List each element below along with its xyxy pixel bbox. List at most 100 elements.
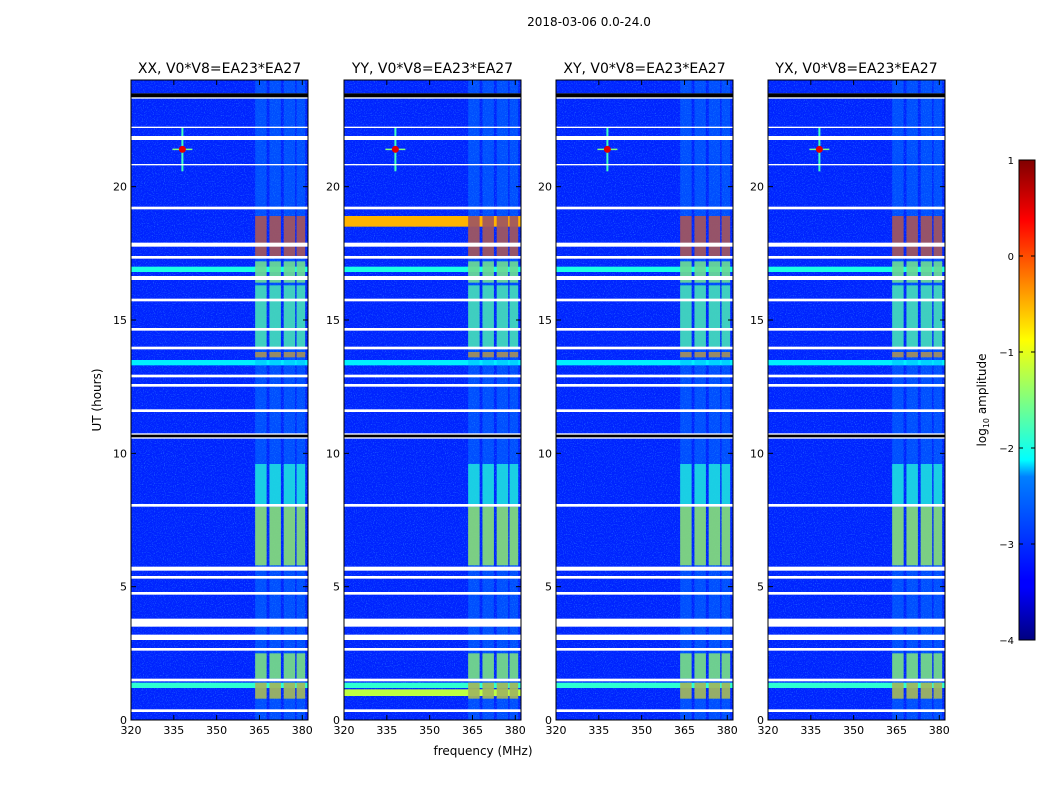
heatmap-stripe <box>131 360 308 366</box>
flagged-row <box>556 136 733 140</box>
heatmap-rfi-block <box>708 682 721 699</box>
heatmap-rfi-block <box>509 653 519 679</box>
panel-title: YX, V0*V8=EA23*EA27 <box>774 61 937 77</box>
y-tick-label: 5 <box>545 581 552 594</box>
flagged-row <box>344 328 521 331</box>
heatmap-rfi-block <box>509 352 519 358</box>
heatmap-rfi-block <box>933 352 943 358</box>
panel-plot-area <box>344 80 521 720</box>
flagged-row <box>131 328 308 331</box>
flagged-row <box>131 126 308 128</box>
heatmap-rfi-column <box>892 80 904 720</box>
flagged-row <box>556 126 733 128</box>
flagged-row <box>768 256 945 259</box>
panel-frame <box>343 79 522 721</box>
heatmap-stripe <box>344 682 521 688</box>
dark-flag-row <box>768 434 945 438</box>
heatmap-rfi-block <box>933 506 943 566</box>
heatmap-rfi-block <box>269 464 281 504</box>
heatmap-rfi-column <box>468 80 480 720</box>
heatmap-rfi-block <box>296 216 306 256</box>
flagged-row <box>556 256 733 259</box>
heatmap-stripe <box>768 266 945 272</box>
heatmap-rfi-block <box>920 682 933 699</box>
heatmap-rfi-block <box>283 352 296 358</box>
x-tick-label: 380 <box>717 724 738 737</box>
y-tick-label: 10 <box>113 447 127 460</box>
heatmap-stripe <box>556 360 733 366</box>
flagged-row <box>556 242 733 247</box>
flagged-row <box>344 374 521 378</box>
heatmap-rfi-column <box>255 80 267 720</box>
heatmap-rfi-block <box>496 653 509 679</box>
heatmap-rfi-block <box>283 464 296 504</box>
flagged-row <box>344 164 521 166</box>
x-tick-label: 320 <box>121 724 142 737</box>
dark-flag-row <box>556 93 733 98</box>
heatmap-stripe <box>344 216 521 227</box>
heatmap-rfi-block <box>468 464 480 504</box>
heatmap-rfi-block <box>296 352 306 358</box>
colorbar-label-sub: 10 <box>982 418 991 428</box>
flagged-row <box>344 346 521 350</box>
heatmap-rfi-block <box>482 682 494 699</box>
heatmap-rfi-block <box>296 285 306 350</box>
flagged-row <box>556 504 733 507</box>
heatmap-rfi-block <box>283 285 296 350</box>
x-tick-label: 335 <box>376 724 397 737</box>
heatmap-rfi-block <box>708 285 721 350</box>
heatmap-noise <box>131 80 308 720</box>
flagged-row <box>131 709 308 712</box>
panel-xy: XY, V0*V8=EA23*EA27 320 335 350 365 380 0 5 10 15… <box>538 61 738 737</box>
heatmap-rfi-block <box>892 352 904 358</box>
x-tick-label: 365 <box>249 724 270 737</box>
y-axis-label: UT (hours) <box>90 368 104 431</box>
heatmap-rfi-block <box>708 653 721 679</box>
flagged-row <box>556 328 733 331</box>
x-tick-label: 350 <box>419 724 440 737</box>
flagged-row <box>344 504 521 507</box>
heatmap-noise <box>768 80 945 720</box>
flagged-row <box>131 678 308 682</box>
panel-frame <box>130 79 309 721</box>
flagged-row <box>131 164 308 166</box>
y-tick-label: 10 <box>750 447 764 460</box>
flagged-row <box>556 566 733 571</box>
y-tick-label: 20 <box>326 181 340 194</box>
figure-suptitle: 2018-03-06 0.0-24.0 <box>527 15 651 29</box>
heatmap-stripe <box>131 682 308 688</box>
heatmap-rfi-block <box>680 653 692 679</box>
flagged-row <box>768 634 945 640</box>
x-tick-label: 335 <box>800 724 821 737</box>
heatmap-rfi-block <box>906 506 918 566</box>
heatmap-stripe <box>556 682 733 688</box>
flagged-row <box>344 206 521 210</box>
heatmap-rfi-block <box>255 285 267 350</box>
dark-flag-row <box>131 93 308 98</box>
flagged-row <box>556 206 733 210</box>
heatmap-rfi-block <box>933 261 943 283</box>
heatmap-rfi-block <box>920 506 933 566</box>
heatmap-rfi-block <box>255 653 267 679</box>
heatmap-rfi-block <box>933 682 943 699</box>
heatmap-rfi-block <box>496 352 509 358</box>
panel-yx: YX, V0*V8=EA23*EA27 320 335 350 365 380 0 5 10 15… <box>750 61 950 737</box>
flagged-row <box>344 256 521 259</box>
flagged-row <box>556 576 733 579</box>
flagged-row <box>556 298 733 302</box>
x-tick-label: 320 <box>334 724 355 737</box>
y-tick-label: 5 <box>120 581 127 594</box>
heatmap-rfi-block <box>509 261 519 283</box>
x-tick-label: 320 <box>758 724 779 737</box>
heatmap-rfi-column <box>721 80 731 720</box>
flagged-row <box>131 618 308 627</box>
heatmap-rfi-block <box>721 261 731 283</box>
heatmap-rfi-block <box>721 216 731 256</box>
heatmap-rfi-column <box>680 80 692 720</box>
heatmap-rfi-block <box>496 464 509 504</box>
flagged-row <box>344 618 521 627</box>
y-tick-label: 0 <box>545 714 552 727</box>
heatmap-rfi-block <box>906 285 918 350</box>
heatmap-rfi-block <box>694 506 706 566</box>
flagged-row <box>556 374 733 378</box>
